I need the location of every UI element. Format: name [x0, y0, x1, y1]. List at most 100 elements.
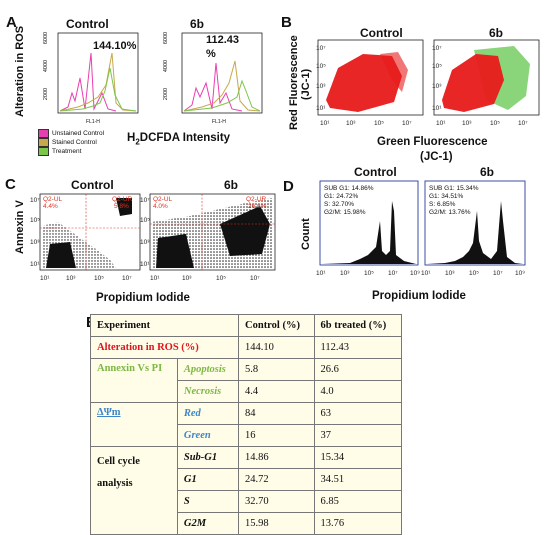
- xtick: 10³: [340, 270, 350, 277]
- xtick: 10⁷: [388, 270, 398, 277]
- xtick: 10¹: [40, 275, 50, 282]
- stat-line: G1: 24.72%: [324, 193, 359, 200]
- xtick: 10⁵: [94, 275, 104, 282]
- ytick: 4000: [43, 59, 50, 73]
- panel-a-x-label: H2DCFDA Intensity: [127, 132, 230, 146]
- panel-a-x-axis-treated: FL1-H: [212, 119, 226, 125]
- panel-d-treated-histogram: 10¹ 10³ 10⁵ 10⁷ 10⁹: [421, 180, 526, 277]
- mmp-sub: Green: [176, 424, 240, 447]
- panel-d-control-stats: SUB G1: 14.86% G1: 24.72% S: 32.70% G2/M…: [324, 185, 374, 217]
- panel-c-x-label: Propidium Iodide: [96, 292, 190, 304]
- ytick: 10³: [140, 239, 150, 246]
- annexin-control: 5.8: [238, 358, 315, 381]
- ytick: 10⁷: [140, 197, 150, 204]
- ytick: 6000: [163, 31, 170, 45]
- ytick: 2000: [163, 87, 170, 101]
- xtick: 10⁹: [410, 270, 420, 277]
- ytick: 10¹: [140, 261, 150, 268]
- stat-line: S: 6.85%: [429, 201, 456, 208]
- cell-cycle-control: 32.70: [238, 490, 315, 513]
- mmp-treated: 63: [313, 402, 403, 425]
- quad-label: Q2-UL: [153, 196, 173, 203]
- legend-label: Unstained Control: [52, 130, 105, 137]
- table-row: S 32.70 6.85: [91, 490, 403, 513]
- panel-c-control-scatter: Q2-UL 4.4% Q2-UR 5.8% 10⁷ 10⁵ 10³ 10¹ 10…: [30, 193, 141, 282]
- xtick: 10¹: [320, 120, 330, 127]
- annexin-label: Annexin Vs PI: [90, 358, 178, 403]
- ytick: 6000: [43, 31, 50, 45]
- cell-cycle-control: 15.98: [238, 512, 315, 535]
- xtick: 10³: [462, 120, 472, 127]
- table-row: G1 24.72 34.51: [91, 468, 403, 491]
- xtick: 10¹: [436, 120, 446, 127]
- panel-b-letter: B: [281, 14, 292, 31]
- ytick: 10⁷: [30, 197, 40, 204]
- xtick: 10⁷: [122, 275, 132, 282]
- stat-line: SUB G1: 15.34%: [429, 185, 479, 192]
- panel-d-control-title: Control: [354, 165, 397, 179]
- panel-a-treated-histogram: [181, 32, 263, 114]
- xtick: 10¹: [150, 275, 160, 282]
- quad-value: 26.6%: [248, 203, 267, 210]
- annexin-sub: Apoptosis: [176, 358, 240, 381]
- panel-b-y-label-2: (JC-1): [300, 68, 312, 100]
- panel-c-treated-scatter: Q2-UL 4.0% Q2-UR 26.6% 10⁷ 10⁵ 10³ 10¹ 1…: [140, 193, 276, 282]
- ros-control: 144.10: [238, 336, 315, 359]
- xtick: 10³: [445, 270, 455, 277]
- ros-treated: 112.43: [313, 336, 403, 359]
- stat-line: SUB G1: 14.86%: [324, 185, 374, 192]
- panel-a-control-title: Control: [66, 17, 109, 31]
- ytick: 10¹: [30, 261, 40, 268]
- panel-a-treated-title: 6b: [190, 17, 205, 31]
- panel-a-control-value: 144.10%: [93, 40, 137, 52]
- cell-cycle-control: 14.86: [238, 446, 315, 469]
- cell-cycle-treated: 15.34: [313, 446, 403, 469]
- x-label-part: H: [127, 132, 136, 144]
- quad-label: Q2-UR: [112, 196, 133, 203]
- cell-cycle-treated: 13.76: [313, 512, 403, 535]
- cell-cycle-treated: 6.85: [313, 490, 403, 513]
- legend-label: Treatment: [52, 148, 82, 155]
- xtick: 10¹: [421, 270, 431, 277]
- quad-label: Q2-UL: [43, 196, 63, 203]
- xtick: 10⁹: [515, 270, 525, 277]
- ytick: 10⁷: [432, 45, 442, 52]
- x-label-sub: 2: [135, 137, 140, 147]
- panel-b-control-scatter: 10⁷ 10⁵ 10³ 10¹ 10¹ 10³ 10⁵ 10⁷: [316, 39, 424, 127]
- stat-line: G1: 34.51%: [429, 193, 464, 200]
- xtick: 10⁵: [374, 120, 384, 127]
- ytick: 10⁵: [140, 217, 150, 224]
- stat-line: S: 32.70%: [324, 201, 354, 208]
- panel-b-x-label-2: (JC-1): [420, 151, 453, 163]
- table-header-row: Experiment Control (%) 6b treated (%): [89, 314, 403, 337]
- xtick: 10⁵: [469, 270, 479, 277]
- xtick: 10⁵: [364, 270, 374, 277]
- panel-b-treated-title: 6b: [489, 26, 504, 40]
- mmp-control: 84: [238, 402, 315, 425]
- mmp-sub: Red: [176, 402, 240, 425]
- ytick: 4000: [163, 59, 170, 73]
- xtick: 10⁵: [216, 275, 226, 282]
- x-label-part: DCFDA Intensity: [139, 132, 231, 144]
- ytick: 10¹: [432, 105, 442, 112]
- panel-d-y-label: Count: [300, 218, 312, 250]
- panel-c-y-label: Annexin V: [14, 200, 26, 254]
- panel-b-control-title: Control: [360, 26, 403, 40]
- table-row: Necrosis 4.4 4.0: [91, 380, 403, 403]
- header-treated: 6b treated (%): [313, 314, 403, 337]
- mmp-label: ΔΨm: [90, 402, 178, 447]
- ytick: 10¹: [316, 105, 326, 112]
- xtick: 10¹: [316, 270, 326, 277]
- xtick: 10⁷: [518, 120, 528, 127]
- panel-d-control-histogram: 10¹ 10³ 10⁵ 10⁷ 10⁹: [316, 180, 420, 277]
- stat-line: G2/M: 15.98%: [324, 209, 366, 216]
- panel-b-x-label-1: Green Fluorescence: [377, 136, 488, 148]
- ytick: 10³: [30, 239, 40, 246]
- table-row: Alteration in ROS (%) 144.10 112.43: [89, 336, 403, 359]
- panel-d-treated-title: 6b: [480, 165, 495, 179]
- cell-cycle-sub: S: [176, 490, 240, 513]
- xtick: 10⁷: [493, 270, 503, 277]
- table-row: Cell cycle analysis Sub-G1 14.86 15.34: [90, 446, 403, 535]
- panel-c-control-title: Control: [71, 178, 114, 192]
- ytick: 10⁵: [432, 63, 442, 70]
